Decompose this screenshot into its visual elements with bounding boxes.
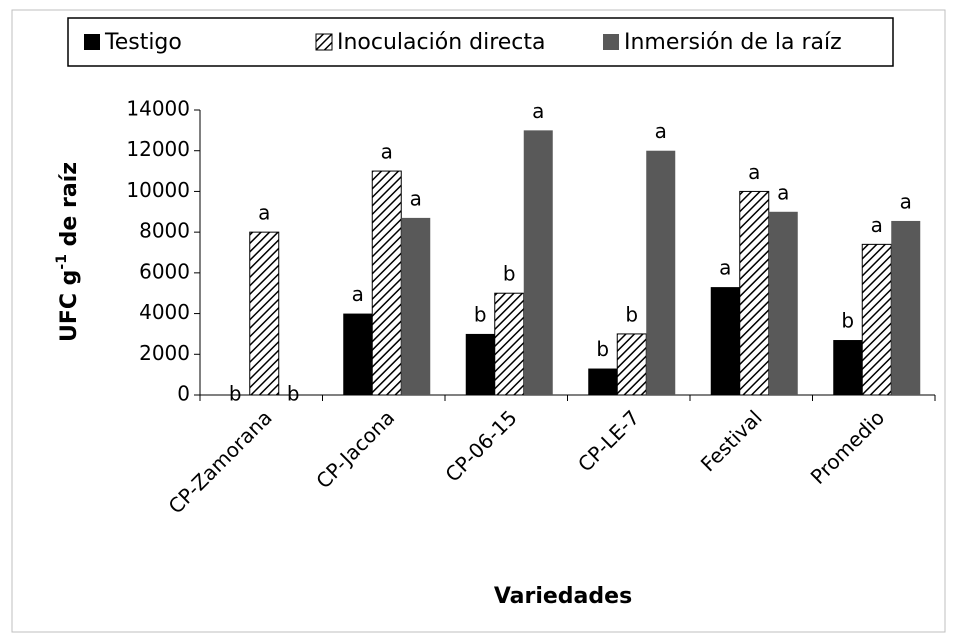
bar-letter: a <box>871 213 883 237</box>
bar-letter: b <box>503 262 516 286</box>
bar <box>646 150 676 395</box>
bar-letter: a <box>258 201 270 225</box>
y-tick-label: 8000 <box>139 219 190 243</box>
bar-letter: b <box>841 309 854 333</box>
legend-swatch <box>603 34 619 50</box>
bar <box>616 333 647 396</box>
bar-letter: a <box>719 256 731 280</box>
bar <box>891 220 921 395</box>
legend-label: Testigo <box>104 30 182 55</box>
legend-label: Inoculación directa <box>337 30 546 55</box>
bar-letter: a <box>381 140 393 164</box>
x-axis-title: Variedades <box>494 584 632 609</box>
bar <box>465 333 495 395</box>
bar-letter: a <box>777 180 789 204</box>
bar-letter: b <box>474 302 487 326</box>
y-tick-label: 6000 <box>139 259 190 283</box>
y-tick-label: 10000 <box>126 178 190 202</box>
y-tick-label: 0 <box>177 382 190 406</box>
legend-label: Inmersión de la raíz <box>624 30 842 55</box>
bar <box>710 287 740 395</box>
y-tick-label: 4000 <box>139 300 190 324</box>
bar-letter: b <box>229 382 242 406</box>
legend-swatch <box>315 33 333 51</box>
bar <box>494 292 525 396</box>
y-axis-title-part: UFC g <box>57 270 82 342</box>
y-axis-title: UFC g-1 de raíz <box>54 162 82 342</box>
bar <box>861 243 892 396</box>
bar-letter: a <box>748 160 760 184</box>
bar-letter: a <box>532 99 544 123</box>
bar <box>249 231 280 396</box>
bar-letter: a <box>900 189 912 213</box>
bar <box>588 368 618 395</box>
y-axis-title-part: de raíz <box>57 162 82 254</box>
y-tick-label: 14000 <box>126 97 190 121</box>
bar <box>371 170 402 396</box>
y-axis-title-part: -1 <box>54 254 70 270</box>
bar-letter: b <box>287 382 300 406</box>
y-tick-label: 12000 <box>126 137 190 161</box>
bar <box>401 217 431 395</box>
legend-box <box>67 17 894 67</box>
y-tick-label: 2000 <box>139 341 190 365</box>
bar-letter: b <box>596 337 609 361</box>
bar-letter: a <box>352 282 364 306</box>
bar <box>739 190 770 396</box>
bar <box>768 211 798 395</box>
bar-letter: a <box>655 119 667 143</box>
legend-swatch <box>84 34 100 50</box>
bar <box>343 313 373 395</box>
bar-letter: a <box>410 186 422 210</box>
bar-letter: b <box>625 302 638 326</box>
bar <box>523 130 553 395</box>
bar <box>833 340 863 395</box>
